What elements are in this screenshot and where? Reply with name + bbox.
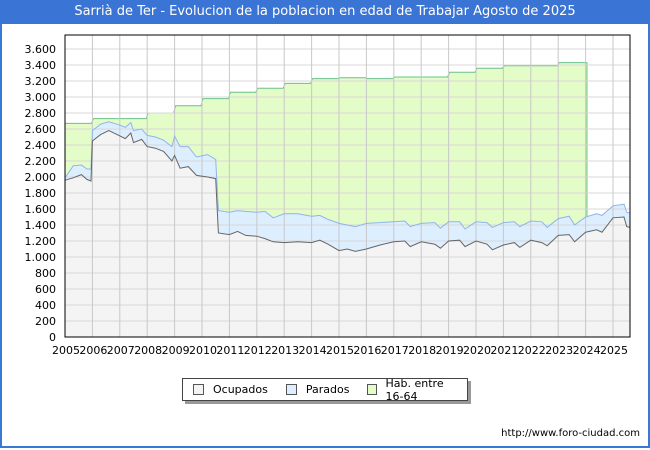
y-tick-label: 200	[35, 315, 56, 328]
x-tick-label: 2024	[573, 344, 601, 357]
x-tick-label: 2006	[79, 344, 107, 357]
legend-item-ocupados: Ocupados	[193, 383, 268, 396]
x-tick-label: 2017	[381, 344, 409, 357]
legend-item-hab: Hab. entre 16-64	[367, 377, 459, 403]
x-tick-label: 2010	[189, 344, 217, 357]
legend-item-parados: Parados	[285, 383, 350, 396]
legend: Ocupados Parados Hab. entre 16-64	[182, 377, 468, 403]
y-tick-label: 800	[35, 267, 56, 280]
x-tick-label: 2020	[463, 344, 491, 357]
y-tick-label: 3.000	[25, 91, 57, 104]
y-tick-label: 3.400	[25, 59, 57, 72]
x-tick-label: 2021	[490, 344, 518, 357]
legend-label: Parados	[305, 383, 350, 396]
x-tick-label: 2009	[162, 344, 190, 357]
y-tick-label: 2.800	[25, 107, 57, 120]
plot-border	[64, 34, 631, 338]
x-tick-label: 2011	[216, 344, 244, 357]
x-tick-label: 2022	[518, 344, 546, 357]
x-tick-label: 2014	[299, 344, 327, 357]
series-ocupados-area	[65, 130, 630, 337]
legend-swatch-parados	[285, 384, 297, 395]
legend-label: Ocupados	[213, 383, 268, 396]
series-parados-line	[64, 121, 631, 230]
legend-swatch-hab	[367, 384, 377, 395]
y-tick-label: 1.800	[25, 187, 57, 200]
series-ocupados-line	[64, 130, 631, 252]
x-tick-label: 2025	[600, 344, 628, 357]
y-tick-label: 3.200	[25, 75, 57, 88]
legend-label: Hab. entre 16-64	[385, 376, 444, 403]
chart-title: Sarrià de Ter - Evolucion de la poblacio…	[0, 0, 650, 24]
legend-swatch-ocupados	[193, 384, 204, 395]
x-tick-label: 2005	[52, 344, 80, 357]
source-url[interactable]: http://www.foro-ciudad.com	[501, 428, 640, 439]
y-tick-label: 1.000	[25, 251, 57, 264]
x-tick-label: 2012	[244, 344, 272, 357]
x-tick-label: 2015	[326, 344, 354, 357]
x-tick-label: 2008	[134, 344, 162, 357]
y-tick-label: 1.600	[25, 203, 57, 216]
y-tick-label: 400	[35, 299, 56, 312]
x-tick-label: 2019	[436, 344, 464, 357]
y-tick-label: 2.400	[25, 139, 57, 152]
x-tick-label: 2007	[107, 344, 135, 357]
x-tick-label: 2018	[408, 344, 436, 357]
y-tick-label: 600	[35, 283, 56, 296]
x-tick-label: 2016	[353, 344, 381, 357]
y-tick-label: 1.400	[25, 219, 57, 232]
y-tick-label: 2.200	[25, 155, 57, 168]
y-tick-label: 3.600	[25, 43, 57, 56]
y-tick-label: 2.000	[25, 171, 57, 184]
x-tick-label: 2023	[545, 344, 573, 357]
y-tick-label: 0	[49, 331, 56, 344]
x-tick-label: 2013	[271, 344, 299, 357]
y-tick-label: 1.200	[25, 235, 57, 248]
y-tick-label: 2.600	[25, 123, 57, 136]
